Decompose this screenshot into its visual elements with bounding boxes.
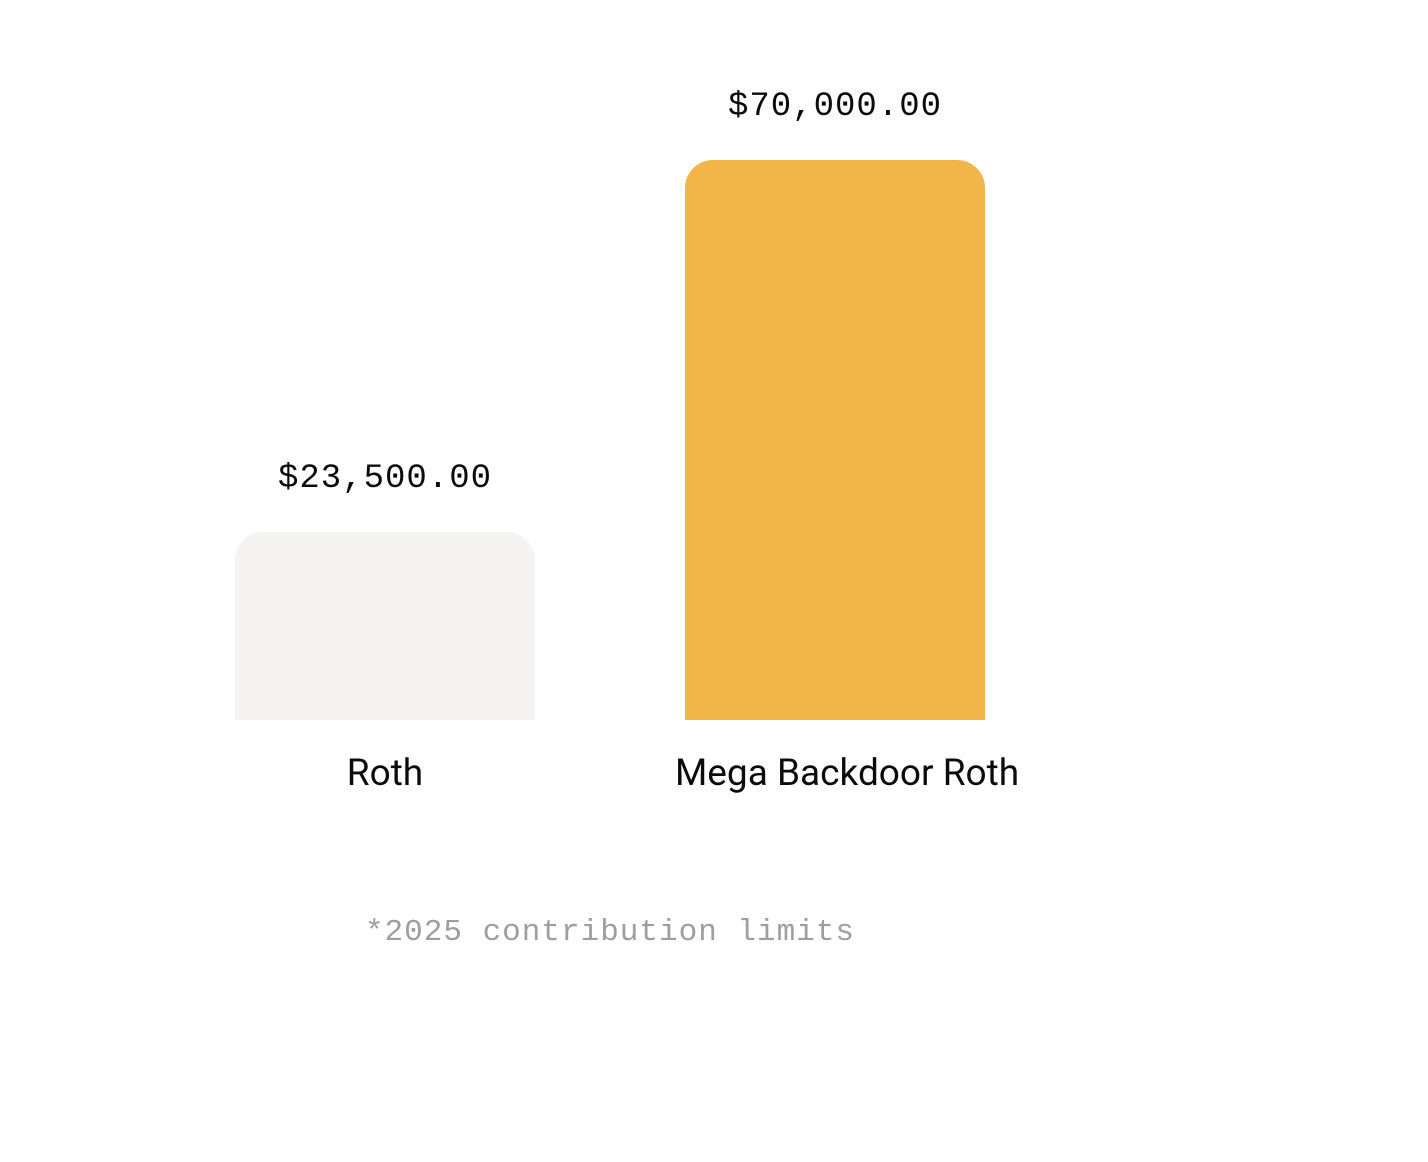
chart-footnote: *2025 contribution limits [365, 915, 855, 950]
bar-value-label: $70,000.00 [728, 88, 942, 126]
bar-value-label: $23,500.00 [278, 460, 492, 498]
chart-card: $23,500.00 $70,000.00 Roth Mega Backdoor… [10, 10, 1210, 1010]
bar-roth [235, 532, 535, 720]
bar-mega-backdoor-roth [685, 160, 985, 720]
bar-group-roth: $23,500.00 [225, 460, 545, 720]
axis-labels: Roth Mega Backdoor Roth [10, 752, 1210, 795]
chart-plot-area: $23,500.00 $70,000.00 [10, 10, 1210, 720]
bar-group-mega-backdoor-roth: $70,000.00 [675, 88, 995, 720]
axis-label-mega-backdoor-roth: Mega Backdoor Roth [675, 752, 995, 795]
axis-label-roth: Roth [225, 752, 545, 795]
